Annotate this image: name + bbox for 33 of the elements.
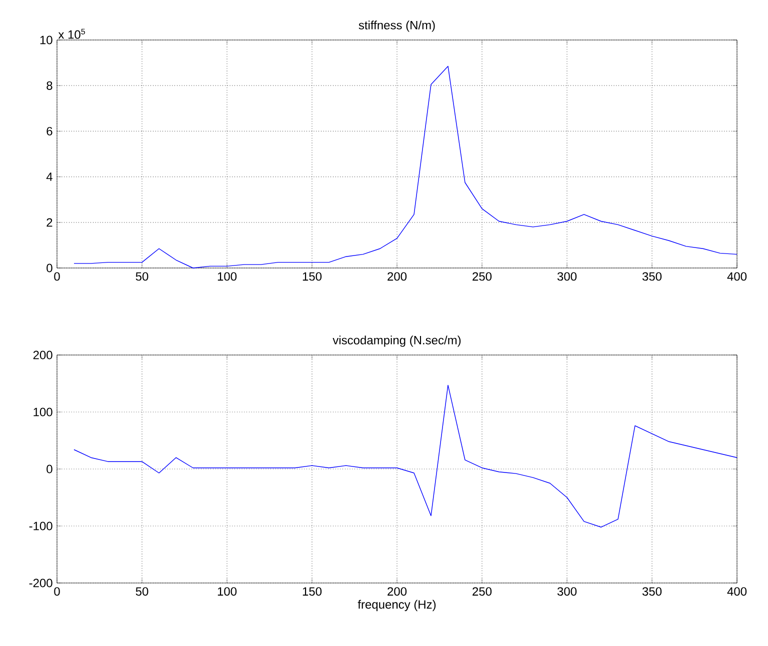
y-tick-label: -200 (29, 578, 52, 588)
x-tick-label: 200 (388, 587, 407, 596)
y-tick-label: 0 (46, 264, 52, 272)
x-tick-label: 0 (54, 272, 60, 281)
y-tick-label: 0 (46, 464, 52, 474)
chart-title: stiffness (N/m) (358, 20, 435, 32)
x-tick-label: 200 (388, 272, 407, 281)
text: x 10$^{5}$ (58, 28, 85, 39)
x-tick-label: 350 (642, 587, 662, 596)
y-tick-label: 4 (46, 172, 52, 181)
x-tick-label: 100 (218, 587, 237, 596)
x-tick-label: 50 (136, 587, 148, 596)
y-tick-label: 10 (40, 36, 52, 44)
x-tick-label: 250 (472, 272, 492, 281)
x-axis-title: frequency (Hz) (358, 600, 436, 612)
x-tick-label: 350 (642, 272, 662, 281)
y-tick-label: 2 (46, 218, 52, 227)
x-tick-label: 300 (557, 587, 577, 596)
y-tick-label: -100 (29, 522, 52, 530)
y-tick-label: 100 (34, 408, 52, 416)
x-tick-label: 150 (302, 587, 322, 596)
x-tick-label: 300 (557, 272, 577, 281)
x-tick-label: 400 (727, 587, 747, 596)
x-tick-label: 150 (302, 272, 322, 281)
x-tick-label: 0 (54, 587, 60, 596)
x-tick-label: 250 (472, 587, 492, 596)
y-tick-label: 6 (46, 126, 52, 136)
x-tick-label: 100 (218, 272, 237, 281)
x-tick-label: 50 (136, 272, 148, 281)
y-tick-label: 200 (33, 350, 52, 360)
y-tick-label: 8 (46, 81, 52, 90)
chart-title: viscodamping (N.sec/m) (332, 336, 461, 347)
x-tick-label: 400 (727, 272, 747, 281)
